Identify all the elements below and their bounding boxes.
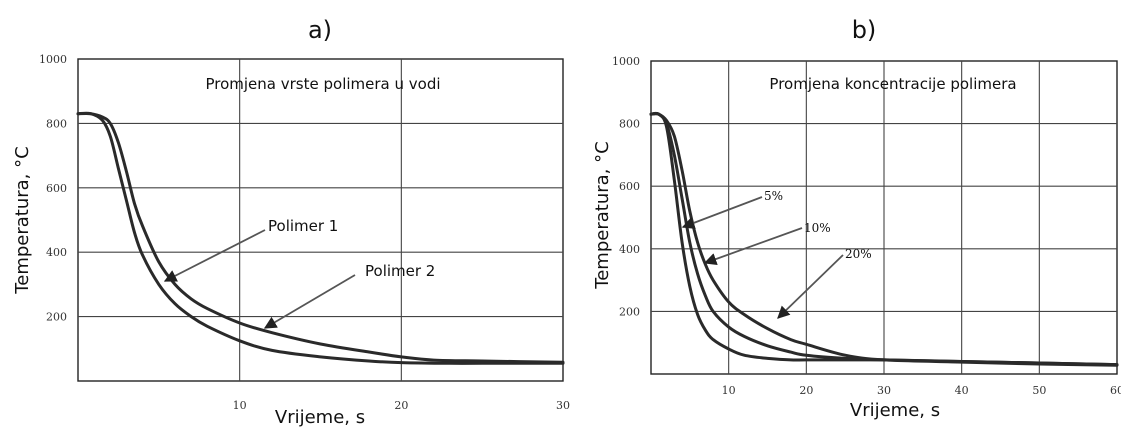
panel-a-y-tick-label: 600 [46,182,67,195]
panel-a: a) 10 20 30 200 400 600 800 1000 Promjena vrste… [12,16,570,428]
panel-b-y-tick-label: 1000 [612,55,640,68]
panel-b-y-tick-label: 800 [619,118,640,131]
panel-b-x-tick-label: 30 [877,384,891,397]
panel-b-y-tick-label: 400 [619,243,640,256]
panel-b-series [649,111,1119,367]
panel-b-x-tick-label: 10 [722,384,736,397]
panel-a-annotation-polimer-1: Polimer 1 [268,217,338,235]
panel-a-y-tick-label: 200 [46,311,67,324]
panel-b-label: b) [852,16,877,44]
panel-b-arrow-10pct [703,227,803,266]
panel-a-annotation-polimer-2: Polimer 2 [365,262,435,280]
panel-a-series-line-polimer-2 [76,111,565,364]
panel-b-arrow-5pct [681,196,763,229]
panel-b-y-axis-label: Temperatura, °C [592,141,613,289]
panel-b-x-tick-label: 40 [955,384,969,397]
panel-b-x-tick-label: 60 [1110,384,1121,397]
panel-b-x-tick-label: 20 [799,384,813,397]
panel-b-title: Promjena koncentracije polimera [769,75,1016,93]
panel-b-tick-labels: 10 20 30 40 50 60 200 400 600 800 1000 [612,55,1121,397]
panel-a-x-tick-label: 20 [394,399,408,412]
panel-a-y-axis-label: Temperatura, °C [12,146,33,294]
panel-b-annotation-5pct: 5% [764,189,783,203]
panel-a-series [76,111,565,365]
panel-b-annotation-20pct: 20% [845,247,872,261]
panel-a-arrow-polimer-1 [163,229,266,282]
panel-a-y-tick-label: 1000 [39,53,67,66]
panel-b-x-tick-label: 50 [1032,384,1046,397]
panel-a-y-tick-label: 800 [46,117,67,130]
panel-a-arrow-polimer-2 [263,274,356,329]
panel-b-grid [651,61,1117,374]
panel-a-x-tick-label: 30 [556,399,570,412]
panel-a-y-tick-label: 400 [46,246,67,259]
panel-b-arrow-20pct [777,254,844,319]
panel-a-label: a) [308,16,332,44]
panel-b-x-axis-label: Vrijeme, s [850,400,940,421]
panel-a-tick-labels: 10 20 30 200 400 600 800 1000 [39,53,570,412]
panel-b-y-tick-label: 200 [619,305,640,318]
panel-a-x-tick-label: 10 [233,399,247,412]
panel-b-annotation-10pct: 10% [804,221,831,235]
panel-a-series-line-polimer-1 [76,111,565,365]
panel-a-x-axis-label: Vrijeme, s [275,407,365,428]
panel-a-title: Promjena vrste polimera u vodi [205,75,440,93]
panel-b-series-line-20pct [649,112,1119,367]
panel-a-plot-frame [77,58,564,382]
panel-b-y-tick-label: 600 [619,180,640,193]
panel-a-grid [78,59,563,381]
panel-b: b) 10 20 30 40 50 60 200 400 600 800 1000 Promjena… [592,16,1121,421]
